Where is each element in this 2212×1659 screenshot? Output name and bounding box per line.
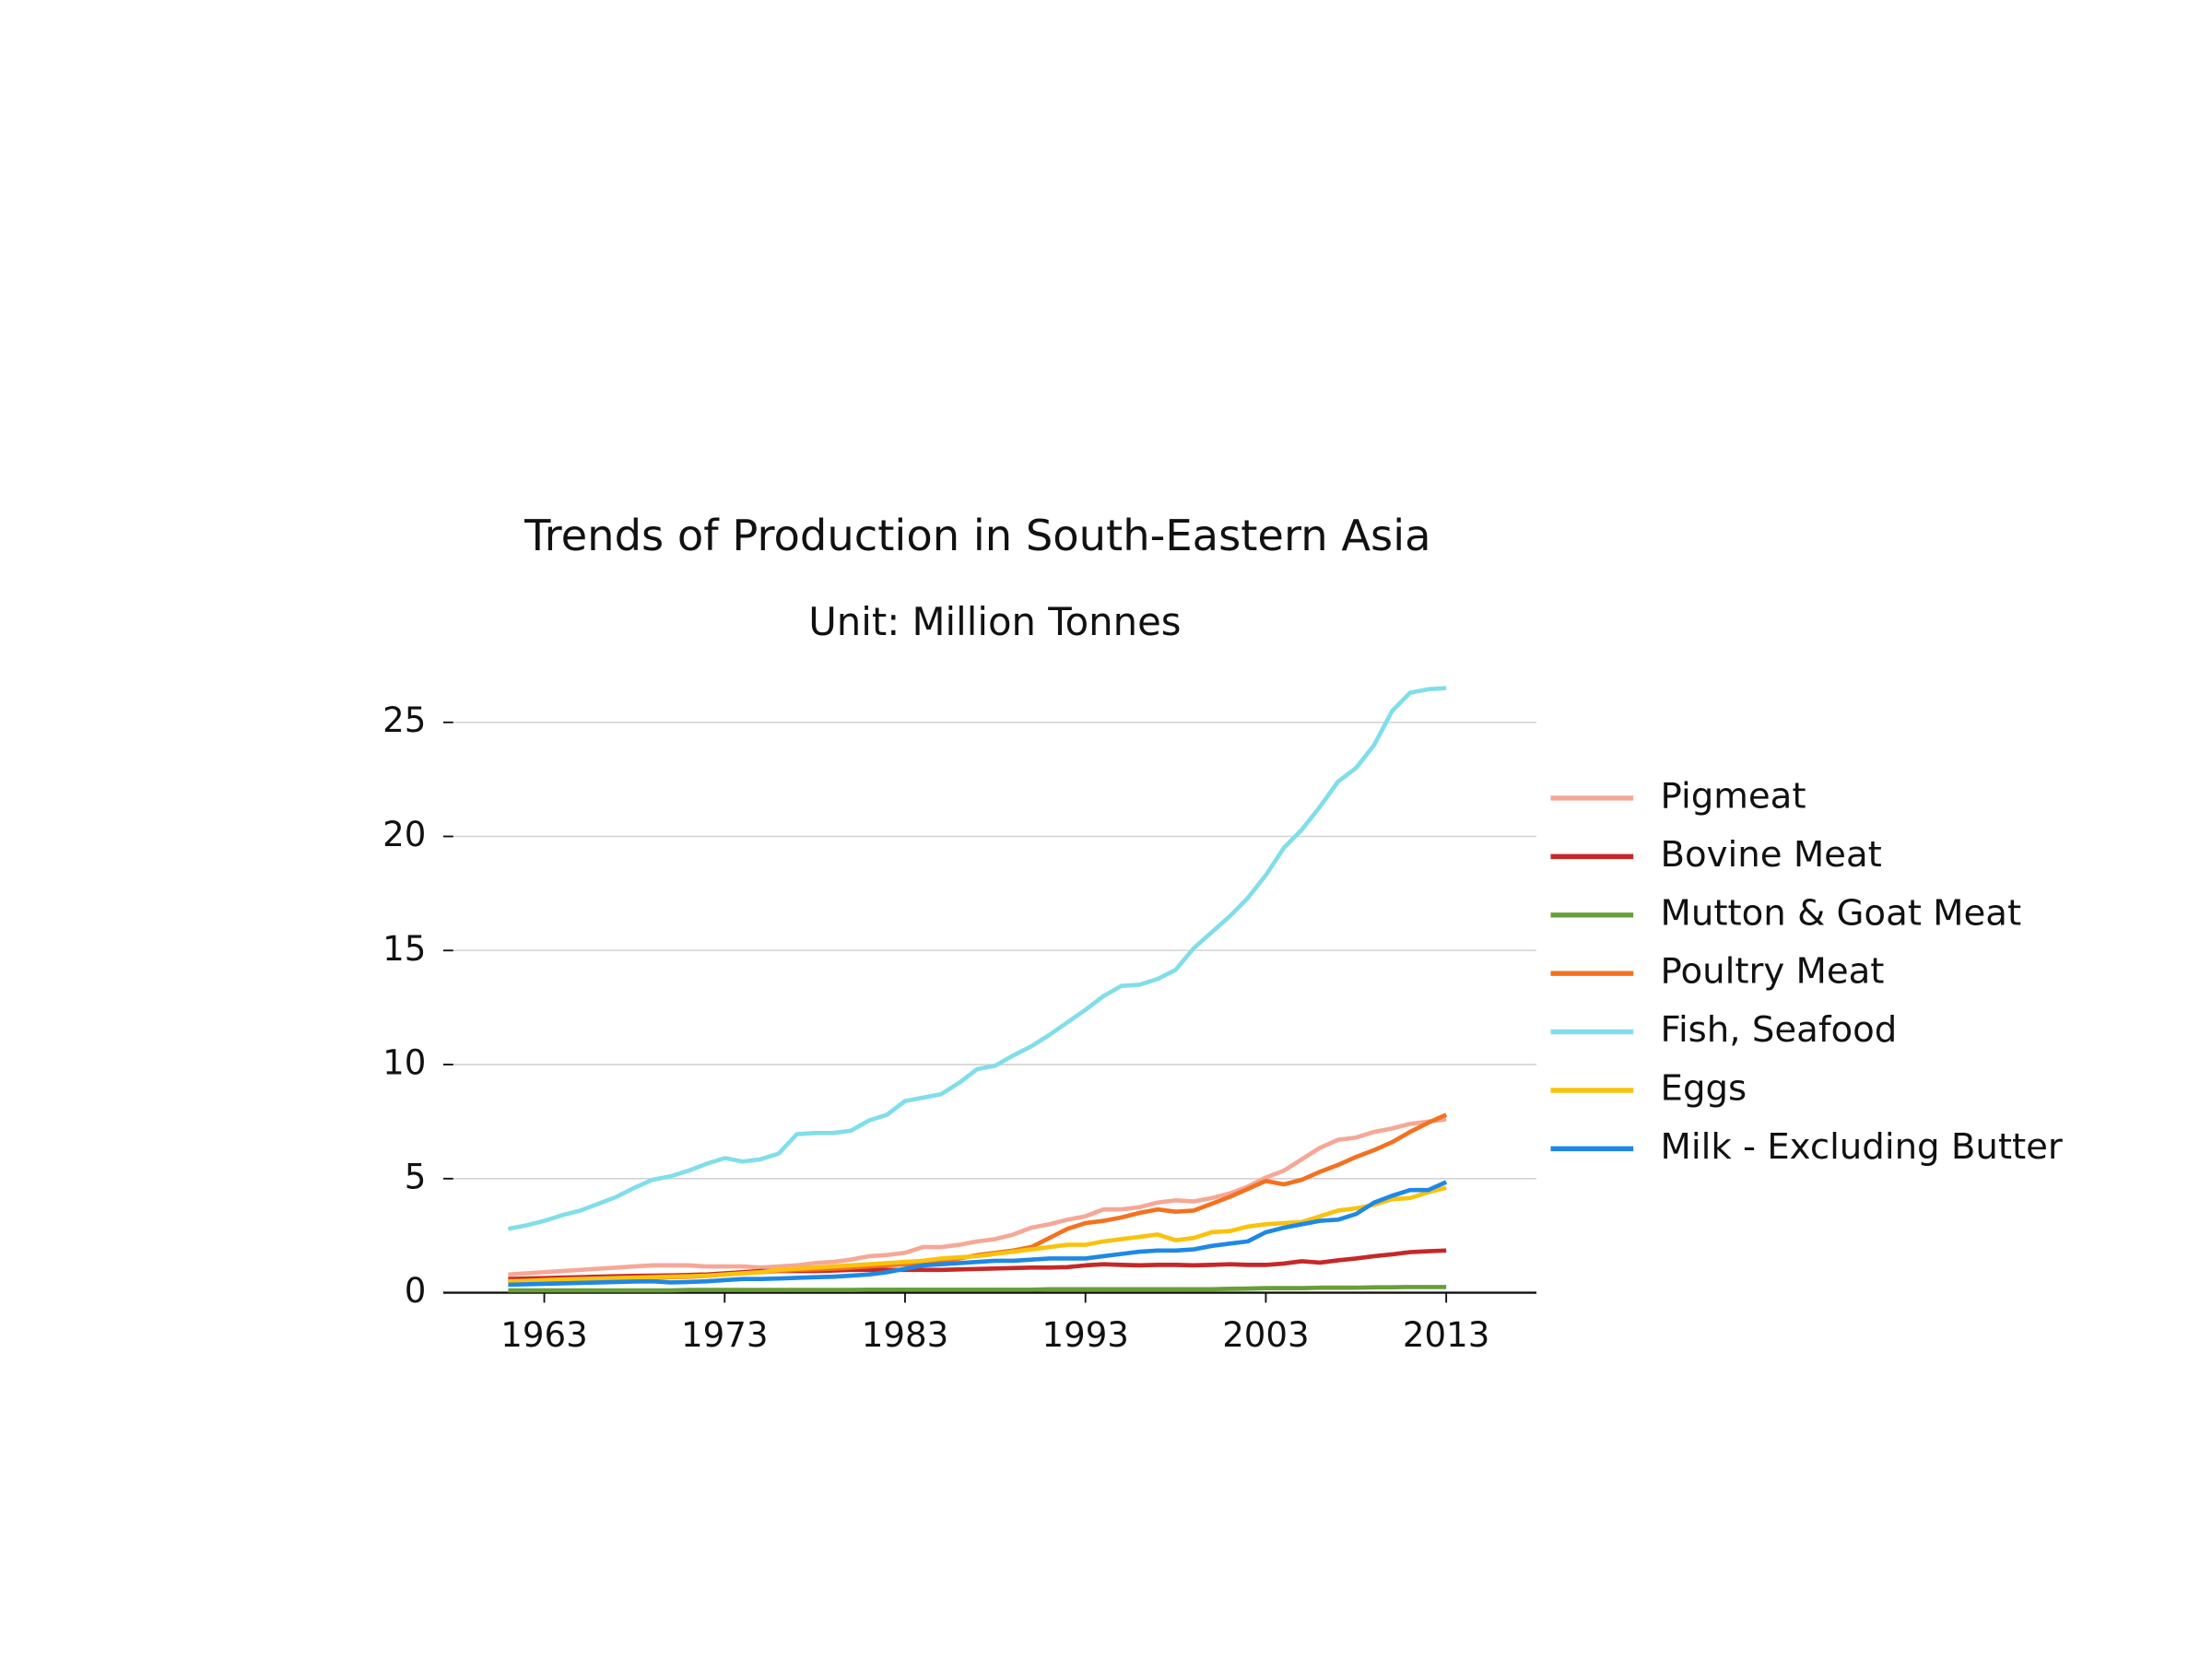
x-tick-label: 1993 [1041,1315,1128,1355]
series-line [508,1185,1447,1284]
x-tick-label: 2013 [1403,1315,1489,1355]
series-line [508,1285,1447,1293]
legend-label: Pigmeat [1661,775,1806,817]
legend-label: Bovine Meat [1661,834,1882,876]
y-tick-label: 20 [382,815,426,854]
legend-label: Fish, Seafood [1661,1009,1898,1051]
y-tick-label: 10 [382,1043,426,1083]
y-tick-label: 15 [382,929,426,969]
chart-subtitle: Unit: Million Tonnes [808,599,1181,644]
series-line [507,686,1447,1231]
y-tick-label: 0 [405,1271,427,1311]
legend-label: Poultry Meat [1661,951,1885,993]
series-line [508,1180,1448,1288]
x-tick-label: 2003 [1222,1315,1309,1355]
series-line [508,1117,1447,1277]
chart-title: Trends of Production in South-Eastern As… [524,511,1430,560]
legend-label: Milk - Excluding Butter [1661,1126,2063,1168]
y-tick-label: 25 [382,700,426,740]
x-tick-label: 1963 [500,1315,587,1355]
x-tick-label: 1983 [862,1315,948,1355]
legend-label: Mutton & Goat Meat [1661,892,2022,934]
legend-label: Eggs [1661,1067,1747,1109]
y-tick-label: 5 [405,1157,427,1196]
x-tick-label: 1973 [681,1315,768,1355]
